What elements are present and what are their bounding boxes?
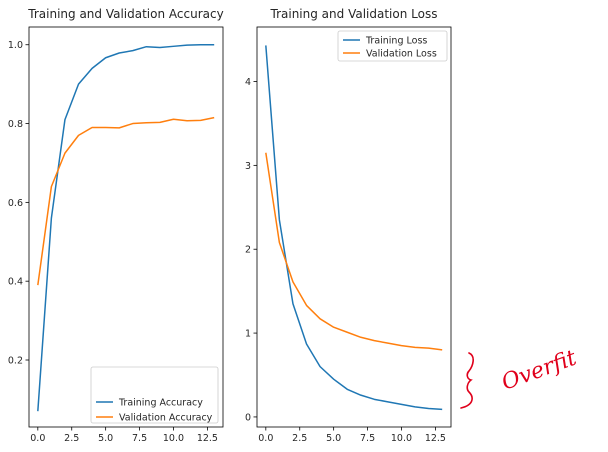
axes-frame bbox=[28, 26, 224, 428]
x-tick-label: 5.0 bbox=[98, 433, 113, 444]
legend-label: Training Accuracy bbox=[118, 398, 203, 409]
y-tick-label: 0.6 bbox=[8, 198, 23, 209]
x-tick-label: 10.0 bbox=[163, 433, 184, 444]
y-tick-label: 1.0 bbox=[8, 40, 23, 51]
series-line-training-accuracy bbox=[37, 43, 215, 412]
legend-label: Validation Accuracy bbox=[119, 413, 213, 424]
x-tick-label: 12.5 bbox=[197, 433, 218, 444]
x-tick-label: 7.5 bbox=[360, 433, 375, 444]
y-tick-label: 2 bbox=[245, 245, 251, 256]
legend: Training Loss Validation Loss bbox=[337, 30, 448, 62]
legend-box bbox=[90, 366, 219, 424]
chart-title: Training and Validation Loss bbox=[270, 7, 438, 21]
x-tick-label: 7.5 bbox=[132, 433, 147, 444]
accuracy-chart: Training and Validation Accuracy 0.0 2.5 5.… bbox=[8, 7, 224, 444]
x-tick-label: 0.0 bbox=[30, 433, 45, 444]
legend-label: Validation Loss bbox=[366, 49, 437, 60]
legend-label: Training Loss bbox=[365, 36, 427, 47]
x-tick-label: 2.5 bbox=[292, 433, 307, 444]
series-line-validation-loss bbox=[265, 152, 443, 351]
chart-title: Training and Validation Accuracy bbox=[27, 7, 223, 21]
series-line-training-loss bbox=[265, 45, 443, 411]
y-tick-label: 0 bbox=[245, 412, 251, 423]
x-tick-label: 2.5 bbox=[64, 433, 79, 444]
x-tick-label: 5.0 bbox=[326, 433, 341, 444]
legend-box bbox=[337, 30, 448, 62]
x-tick-label: 0.0 bbox=[258, 433, 273, 444]
annotation-text: Overfit bbox=[499, 346, 581, 396]
annotation-brace bbox=[460, 352, 474, 409]
x-tick-label: 12.5 bbox=[425, 433, 446, 444]
y-tick-label: 1 bbox=[245, 329, 251, 340]
legend: Training Accuracy Validation Accuracy bbox=[90, 366, 219, 424]
y-tick-label: 3 bbox=[245, 161, 251, 172]
axes-frame bbox=[256, 26, 452, 428]
series-line-validation-accuracy bbox=[37, 116, 215, 286]
y-tick-label: 0.4 bbox=[8, 277, 23, 288]
loss-chart: Training and Validation Loss 0.0 2.5 5.0 7.5… bbox=[245, 7, 452, 444]
y-tick-label: 0.8 bbox=[8, 119, 23, 130]
y-tick-label: 0.2 bbox=[8, 356, 23, 367]
x-tick-label: 10.0 bbox=[391, 433, 412, 444]
y-tick-label: 4 bbox=[245, 77, 251, 88]
overfit-annotation: Overfit bbox=[460, 346, 581, 409]
